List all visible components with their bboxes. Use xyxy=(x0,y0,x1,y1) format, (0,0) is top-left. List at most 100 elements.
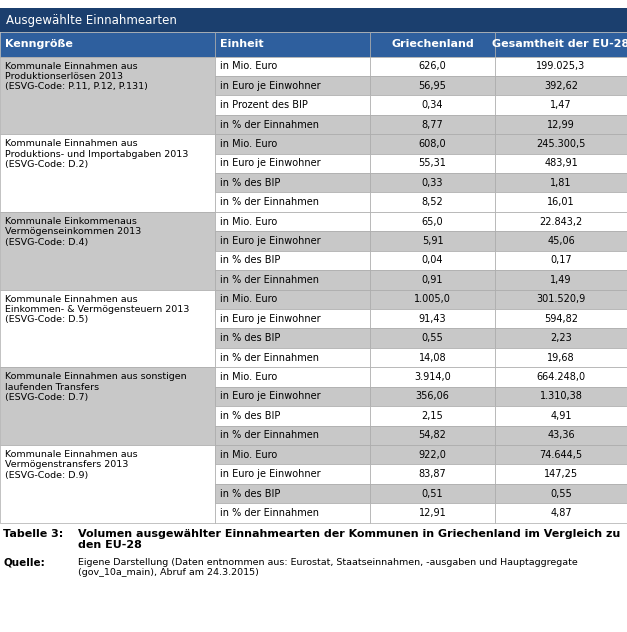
Text: 608,0: 608,0 xyxy=(419,139,446,149)
Bar xyxy=(370,154,495,173)
Bar xyxy=(495,503,627,523)
Text: Kommunale Einnahmen aus
Produktionserlösen 2013
(ESVG-Code: P.11, P.12, P.131): Kommunale Einnahmen aus Produktionserlös… xyxy=(5,61,148,92)
Bar xyxy=(215,367,370,387)
Text: 3.914,0: 3.914,0 xyxy=(414,372,451,382)
Bar xyxy=(495,465,627,484)
Text: 594,82: 594,82 xyxy=(544,313,578,324)
Text: Kommunale Einnahmen aus
Vermögenstransfers 2013
(ESVG-Code: D.9): Kommunale Einnahmen aus Vermögenstransfe… xyxy=(5,450,138,480)
Bar xyxy=(215,425,370,445)
Text: 922,0: 922,0 xyxy=(419,450,446,459)
Text: 245.300,5: 245.300,5 xyxy=(536,139,586,149)
Text: 4,91: 4,91 xyxy=(551,411,572,421)
Text: 55,31: 55,31 xyxy=(419,159,446,168)
Text: 626,0: 626,0 xyxy=(419,61,446,71)
Bar xyxy=(495,289,627,309)
Text: 664.248,0: 664.248,0 xyxy=(537,372,586,382)
Text: 14,08: 14,08 xyxy=(419,353,446,363)
Text: in % des BIP: in % des BIP xyxy=(220,178,280,188)
Bar xyxy=(370,367,495,387)
Text: 301.520,9: 301.520,9 xyxy=(536,295,586,305)
Bar xyxy=(215,406,370,425)
Bar xyxy=(370,231,495,251)
Text: 147,25: 147,25 xyxy=(544,469,578,479)
Bar xyxy=(495,484,627,503)
Bar xyxy=(0,32,215,56)
Bar xyxy=(370,270,495,289)
Bar xyxy=(215,212,370,231)
Bar xyxy=(0,212,215,289)
Bar xyxy=(215,484,370,503)
Bar xyxy=(215,95,370,115)
Bar xyxy=(215,329,370,348)
Text: 12,99: 12,99 xyxy=(547,119,575,130)
Bar xyxy=(370,465,495,484)
Bar xyxy=(0,56,215,134)
Bar xyxy=(370,289,495,309)
Bar xyxy=(370,115,495,134)
Text: 19,68: 19,68 xyxy=(547,353,575,363)
Text: in Mio. Euro: in Mio. Euro xyxy=(220,217,277,227)
Text: 16,01: 16,01 xyxy=(547,197,575,207)
Bar xyxy=(215,32,370,56)
Text: Quelle:: Quelle: xyxy=(3,557,45,568)
Bar xyxy=(215,76,370,95)
Text: 2,15: 2,15 xyxy=(421,411,443,421)
Text: 1,47: 1,47 xyxy=(550,100,572,110)
Text: in % des BIP: in % des BIP xyxy=(220,333,280,343)
Text: Kenngröße: Kenngröße xyxy=(5,39,73,49)
Bar xyxy=(215,387,370,406)
Text: 2,23: 2,23 xyxy=(550,333,572,343)
Bar xyxy=(215,270,370,289)
Bar xyxy=(495,56,627,76)
Text: 91,43: 91,43 xyxy=(419,313,446,324)
Bar xyxy=(495,329,627,348)
Text: 1,49: 1,49 xyxy=(551,275,572,285)
Text: Einheit: Einheit xyxy=(220,39,263,49)
Text: Kommunale Einnahmen aus
Produktions- und Importabgaben 2013
(ESVG-Code: D.2): Kommunale Einnahmen aus Produktions- und… xyxy=(5,139,188,169)
Text: 0,55: 0,55 xyxy=(421,333,443,343)
Bar xyxy=(370,251,495,270)
Text: Volumen ausgewählter Einnahmearten der Kommunen in Griechenland im Vergleich zu
: Volumen ausgewählter Einnahmearten der K… xyxy=(78,528,621,550)
Bar xyxy=(495,425,627,445)
Bar xyxy=(495,193,627,212)
Bar xyxy=(370,484,495,503)
Bar xyxy=(495,95,627,115)
Bar xyxy=(0,8,627,32)
Text: 65,0: 65,0 xyxy=(422,217,443,227)
Text: Ausgewählte Einnahmearten: Ausgewählte Einnahmearten xyxy=(6,14,177,27)
Text: in % der Einnahmen: in % der Einnahmen xyxy=(220,353,319,363)
Text: 0,17: 0,17 xyxy=(550,255,572,265)
Bar xyxy=(215,115,370,134)
Text: in % der Einnahmen: in % der Einnahmen xyxy=(220,508,319,518)
Text: in Mio. Euro: in Mio. Euro xyxy=(220,450,277,459)
Text: 4,87: 4,87 xyxy=(550,508,572,518)
Bar xyxy=(495,115,627,134)
Text: in Euro je Einwohner: in Euro je Einwohner xyxy=(220,313,320,324)
Text: 392,62: 392,62 xyxy=(544,81,578,90)
Bar xyxy=(495,134,627,154)
Bar xyxy=(370,406,495,425)
Text: in Euro je Einwohner: in Euro je Einwohner xyxy=(220,236,320,246)
Bar xyxy=(215,173,370,193)
Bar xyxy=(370,309,495,329)
Bar xyxy=(495,348,627,367)
Bar xyxy=(370,134,495,154)
Text: in Euro je Einwohner: in Euro je Einwohner xyxy=(220,159,320,168)
Text: Kommunale Einkommenaus
Vermögenseinkommen 2013
(ESVG-Code: D.4): Kommunale Einkommenaus Vermögenseinkomme… xyxy=(5,217,141,246)
Bar xyxy=(215,309,370,329)
Text: in % des BIP: in % des BIP xyxy=(220,411,280,421)
Bar xyxy=(370,76,495,95)
Bar xyxy=(215,465,370,484)
Text: 74.644,5: 74.644,5 xyxy=(539,450,582,459)
Text: 0,34: 0,34 xyxy=(422,100,443,110)
Text: 1,81: 1,81 xyxy=(551,178,572,188)
Text: in Prozent des BIP: in Prozent des BIP xyxy=(220,100,308,110)
Bar xyxy=(495,32,627,56)
Bar xyxy=(215,134,370,154)
Bar xyxy=(495,406,627,425)
Text: 356,06: 356,06 xyxy=(416,391,450,401)
Bar xyxy=(215,193,370,212)
Text: 1.310,38: 1.310,38 xyxy=(540,391,582,401)
Text: in Euro je Einwohner: in Euro je Einwohner xyxy=(220,81,320,90)
Bar xyxy=(370,445,495,465)
